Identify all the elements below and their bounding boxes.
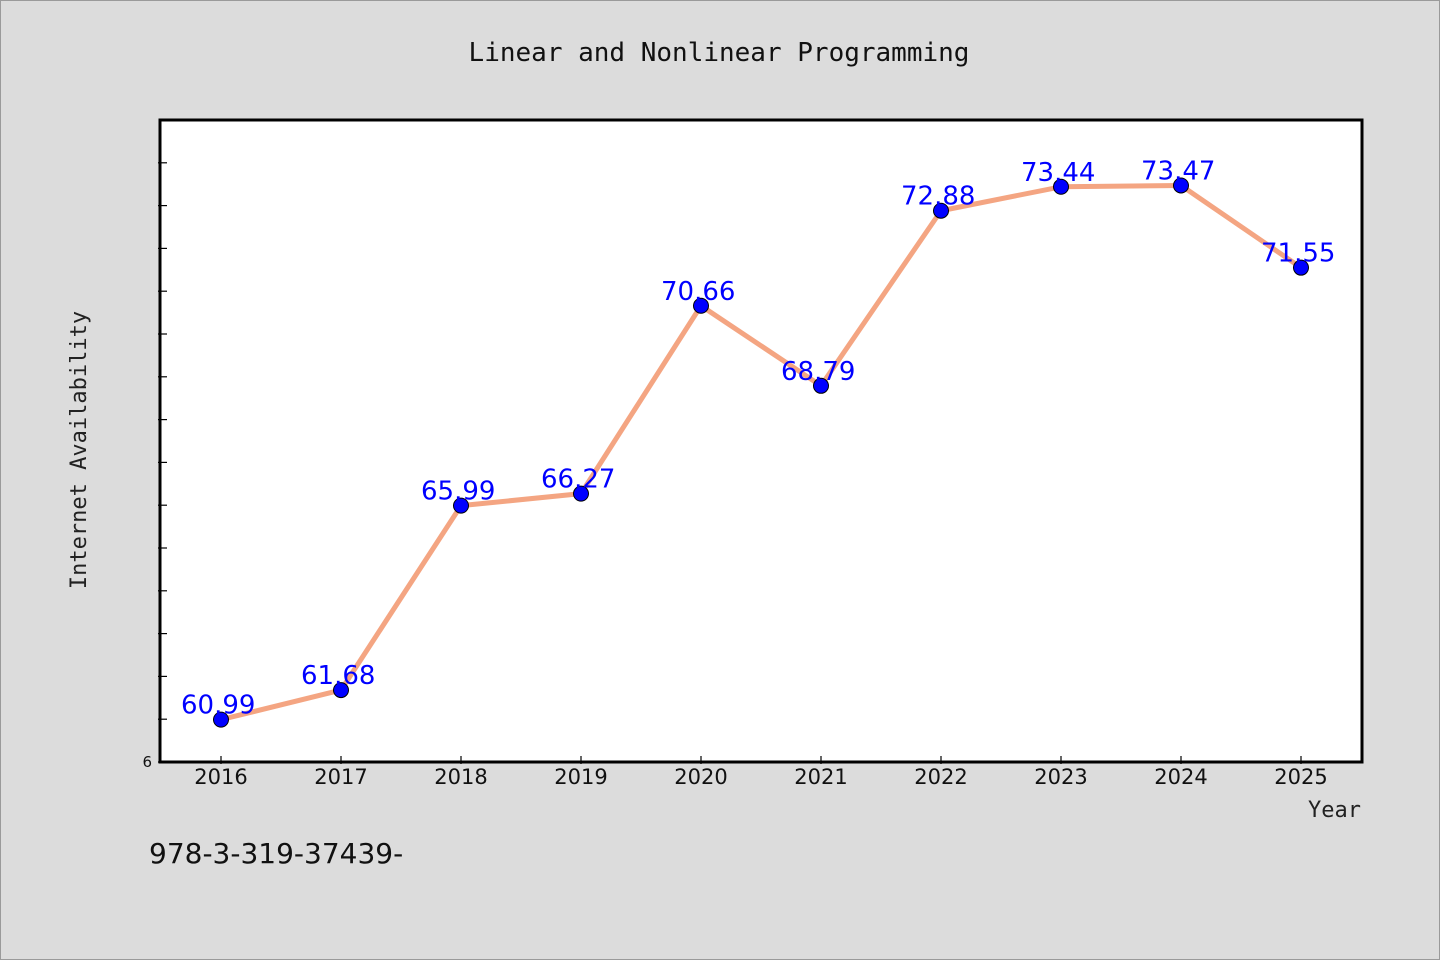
data-labels: 60.99 61.68 65.99 66.27 70.66 68.79 72.88 73.44… (181, 156, 1335, 720)
plot-area (158, 118, 1364, 764)
data-label: 73.47 (1141, 156, 1215, 186)
x-tick-label: 2017 (314, 765, 367, 789)
y-axis-label: Internet Availability (67, 311, 92, 589)
data-point (693, 297, 709, 314)
data-point (1173, 177, 1189, 194)
x-tick-label: 2023 (1034, 765, 1087, 789)
footer-isbn-text: 978-3-319-37439- (149, 837, 403, 870)
series-line-segment (1178, 182, 1304, 271)
x-axis-ticks: 2016 2017 2018 2019 2020 2021 2022 2023 2024 2025 (194, 756, 1328, 789)
x-tick-label: 2016 (194, 765, 247, 789)
series-line-segment (218, 687, 344, 723)
data-point (333, 682, 349, 699)
x-tick-label: 2020 (674, 765, 727, 789)
x-axis-label: Year (1308, 798, 1361, 823)
data-label: 61.68 (301, 661, 375, 691)
data-label: 60.99 (181, 691, 255, 721)
series-line-segment (1058, 182, 1184, 190)
data-point (1053, 178, 1069, 195)
x-tick-label: 2018 (434, 765, 487, 789)
data-label: 71.55 (1261, 239, 1335, 269)
data-point (813, 377, 829, 394)
data-point (933, 202, 949, 219)
data-point (1293, 259, 1309, 276)
x-tick-label: 2021 (794, 765, 847, 789)
x-tick-label: 2019 (554, 765, 607, 789)
data-label: 68.79 (781, 357, 855, 387)
data-label: 70.66 (661, 277, 735, 307)
data-point (213, 711, 229, 728)
data-label: 66.27 (541, 465, 615, 495)
series-points (213, 177, 1309, 728)
series-line-segment (698, 303, 824, 389)
series-line-segment (818, 208, 944, 389)
series-line-segment (938, 184, 1064, 214)
data-label: 72.88 (901, 182, 975, 212)
series-line-segment (578, 303, 704, 497)
data-label: 73.44 (1021, 158, 1095, 188)
x-tick-label: 2024 (1154, 765, 1207, 789)
data-point (573, 485, 589, 502)
chart-title: Linear and Nonlinear Programming (469, 38, 970, 68)
data-label: 65.99 (421, 477, 495, 507)
x-tick-label: 2025 (1274, 765, 1327, 789)
data-point (453, 497, 469, 514)
y-tick-label: 6 (142, 753, 152, 771)
series-line-segment (458, 491, 584, 509)
y-axis-ticks: 6 (142, 162, 167, 771)
x-tick-label: 2022 (914, 765, 967, 789)
series-line-segment (338, 503, 464, 693)
series-lines (218, 182, 1304, 723)
